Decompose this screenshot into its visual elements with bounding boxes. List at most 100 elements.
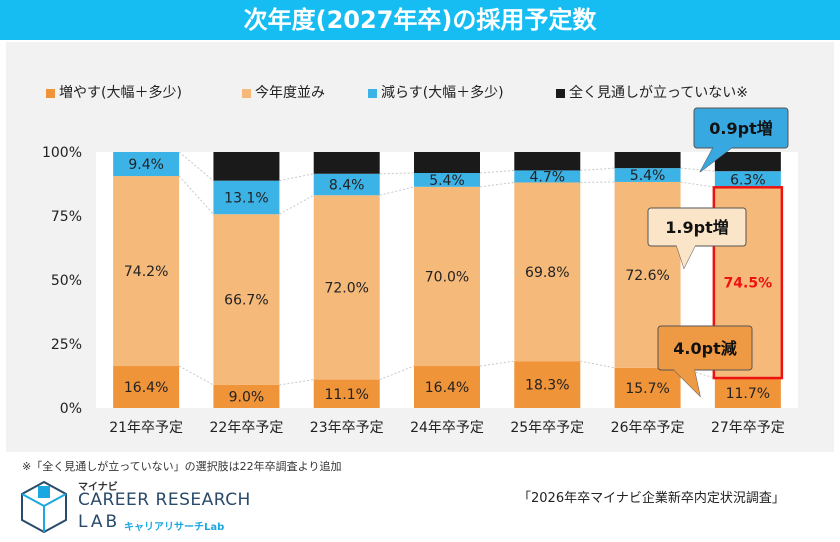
bar-segment — [313, 195, 380, 380]
bar-segment — [213, 152, 280, 181]
bar-segment — [113, 176, 180, 367]
bar-segment — [213, 214, 280, 385]
y-tick-label: 0% — [60, 401, 82, 417]
footnote: ※「全く見通しが立っていない」の選択肢は22年卒調査より追加 — [22, 460, 342, 473]
data-label: 5.4% — [429, 173, 465, 189]
connector-line — [479, 181, 515, 188]
connector-line — [178, 175, 214, 215]
data-label: 15.7% — [625, 381, 669, 397]
legend-item-same: 今年度並み — [242, 82, 325, 102]
x-tick-label: 25年卒予定 — [510, 420, 584, 436]
bar-segment — [514, 361, 581, 408]
data-label: 18.3% — [525, 378, 569, 394]
callout-decrease-text: 0.9pt増 — [709, 119, 772, 138]
data-label: 16.4% — [425, 380, 469, 396]
y-tick-label: 50% — [51, 273, 82, 289]
bar-segment — [313, 173, 380, 196]
legend-item-uncertain: 全く見通しが立っていない※ — [556, 82, 748, 102]
x-tick-label: 27年卒予定 — [711, 420, 785, 436]
logo-mynavi: マイナビ — [78, 482, 118, 493]
connector-line — [379, 186, 415, 196]
bar-segment — [614, 152, 681, 169]
legend-label-same: 今年度並み — [255, 85, 325, 101]
callout-same-tail-fill — [676, 244, 696, 268]
legend-label-decrease: 減らす(大幅＋多少) — [381, 85, 504, 101]
bar-segment — [414, 366, 480, 408]
bar-segment — [514, 152, 581, 171]
connector-line — [279, 379, 314, 386]
data-label: 16.4% — [124, 380, 168, 396]
data-label: 4.7% — [529, 169, 565, 185]
connector-line — [279, 173, 314, 182]
connector-line — [580, 181, 615, 183]
bar-segment — [313, 152, 380, 174]
connector-line — [580, 360, 615, 369]
data-label: 6.3% — [730, 172, 766, 188]
legend-swatch-decrease — [368, 88, 377, 98]
data-label: 9.4% — [128, 157, 164, 173]
logo: マイナビ CAREER RESEARCH LAB キャリアリサーチLab — [16, 476, 276, 536]
logo-cube-icon — [21, 480, 67, 534]
bar-segment — [514, 170, 581, 183]
bar-segment — [514, 182, 581, 362]
connector-line — [680, 167, 715, 172]
y-tick-label: 100% — [42, 145, 82, 161]
data-label: 70.0% — [425, 269, 469, 285]
data-label: 74.2% — [124, 264, 168, 280]
bar-segment — [614, 367, 681, 408]
data-label: 66.7% — [224, 293, 268, 309]
connector-line — [680, 181, 715, 188]
legend-swatch-same — [242, 88, 251, 98]
stacked-bar-chart: 0% 25% 50% 75% 100% 21年卒予定 16.4% 74.2% 9.4% 22年卒予… — [42, 107, 798, 436]
bar-segment — [714, 171, 781, 188]
callout-decrease-tail-fill — [700, 146, 734, 172]
data-label: 72.6% — [625, 268, 669, 284]
legend-label-uncertain: 全く見通しが立っていない※ — [569, 85, 749, 101]
connector-line — [178, 365, 214, 386]
x-tick-label: 26年卒予定 — [611, 420, 685, 436]
chart-title: 次年度(2027年卒)の採用予定数 — [0, 0, 840, 40]
x-tick-label: 21年卒予定 — [109, 420, 183, 436]
callout-increase — [657, 325, 753, 371]
callout-same — [647, 207, 747, 247]
data-label: 13.1% — [224, 190, 268, 206]
bar-segment — [714, 378, 781, 408]
legend-swatch-uncertain — [556, 88, 565, 98]
legend-swatch-increase — [46, 88, 55, 98]
bar-segment — [614, 168, 681, 182]
data-label: 74.5% — [724, 276, 773, 292]
logo-lab: LAB — [78, 512, 121, 532]
y-tick-label: 25% — [51, 337, 82, 353]
connector-line — [479, 360, 515, 367]
bar-segment — [714, 152, 781, 172]
data-label: 11.1% — [324, 387, 368, 403]
bar-segment — [213, 384, 280, 408]
legend-item-decrease: 減らす(大幅＋多少) — [368, 82, 504, 102]
callout-increase-tail-fill — [672, 368, 700, 396]
data-label: 9.0% — [229, 389, 265, 405]
connector-line — [379, 172, 415, 175]
data-label: 5.4% — [630, 168, 666, 184]
callout-decrease — [693, 107, 789, 149]
bar-segment — [414, 172, 480, 187]
data-label: 11.7% — [726, 386, 770, 402]
logo-subtitle: キャリアリサーチLab — [124, 522, 225, 533]
logo-career-research: CAREER RESEARCH — [78, 490, 251, 510]
data-label: 72.0% — [324, 280, 368, 296]
connector-line — [580, 167, 615, 171]
data-label: 8.4% — [329, 178, 365, 194]
bar-segment — [113, 152, 180, 177]
callout-same-text: 1.9pt増 — [665, 218, 728, 237]
data-label: 69.8% — [525, 265, 569, 281]
x-tick-label: 23年卒予定 — [310, 420, 384, 436]
bar-segment — [414, 186, 480, 367]
bar-segment — [414, 152, 480, 173]
y-tick-label: 75% — [51, 209, 82, 225]
bar-segment — [313, 379, 380, 408]
bar-segment — [113, 366, 180, 408]
x-tick-label: 24年卒予定 — [410, 420, 484, 436]
connector-line — [479, 169, 515, 174]
bar-segment — [213, 180, 280, 215]
source-citation: 「2026年卒マイナビ企業新卒内定状況調査」 — [518, 491, 785, 506]
connector-line — [279, 194, 314, 215]
